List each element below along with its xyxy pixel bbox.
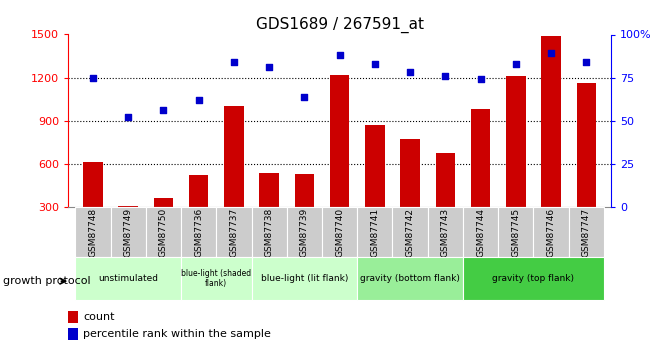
Bar bbox=[463, 207, 498, 257]
Bar bbox=[118, 206, 138, 207]
Text: GSM87750: GSM87750 bbox=[159, 207, 168, 257]
Text: percentile rank within the sample: percentile rank within the sample bbox=[83, 329, 271, 339]
Point bbox=[88, 75, 98, 80]
Bar bbox=[111, 207, 146, 257]
Text: GSM87749: GSM87749 bbox=[124, 207, 133, 257]
Bar bbox=[83, 162, 103, 207]
Point bbox=[334, 52, 345, 58]
Bar bbox=[498, 207, 534, 257]
Bar bbox=[181, 207, 216, 257]
Text: unstimulated: unstimulated bbox=[98, 274, 158, 283]
Bar bbox=[393, 207, 428, 257]
Bar bbox=[189, 175, 209, 207]
Text: GSM87744: GSM87744 bbox=[476, 207, 485, 257]
Text: GSM87748: GSM87748 bbox=[88, 207, 98, 257]
Bar bbox=[400, 139, 420, 207]
Text: GSM87740: GSM87740 bbox=[335, 207, 344, 257]
Point bbox=[299, 94, 309, 99]
Text: count: count bbox=[83, 312, 115, 322]
Point bbox=[229, 59, 239, 65]
Bar bbox=[75, 257, 181, 300]
Bar bbox=[216, 207, 252, 257]
Text: GSM87743: GSM87743 bbox=[441, 207, 450, 257]
Text: gravity (bottom flank): gravity (bottom flank) bbox=[360, 274, 460, 283]
Text: GSM87738: GSM87738 bbox=[265, 207, 274, 257]
Text: GSM87745: GSM87745 bbox=[512, 207, 521, 257]
Bar bbox=[428, 207, 463, 257]
Bar bbox=[358, 207, 393, 257]
Point bbox=[370, 61, 380, 67]
Text: blue-light (shaded
flank): blue-light (shaded flank) bbox=[181, 269, 252, 288]
Bar bbox=[541, 36, 561, 207]
Bar bbox=[252, 207, 287, 257]
Bar bbox=[365, 125, 385, 207]
Bar bbox=[224, 106, 244, 207]
Point bbox=[405, 70, 415, 75]
Bar bbox=[471, 109, 490, 207]
Point bbox=[123, 115, 133, 120]
Point bbox=[511, 61, 521, 67]
Bar bbox=[68, 328, 78, 340]
Bar bbox=[463, 257, 604, 300]
Point bbox=[194, 97, 204, 103]
Text: GSM87737: GSM87737 bbox=[229, 207, 239, 257]
Point bbox=[440, 73, 450, 79]
Point bbox=[475, 77, 486, 82]
Bar bbox=[569, 207, 604, 257]
Point bbox=[264, 65, 274, 70]
Bar bbox=[534, 207, 569, 257]
Text: GSM87739: GSM87739 bbox=[300, 207, 309, 257]
Point bbox=[546, 51, 556, 56]
Text: GSM87742: GSM87742 bbox=[406, 207, 415, 257]
Title: GDS1689 / 267591_at: GDS1689 / 267591_at bbox=[255, 17, 424, 33]
Bar bbox=[68, 310, 78, 323]
Bar bbox=[322, 207, 358, 257]
Bar bbox=[358, 257, 463, 300]
Bar bbox=[252, 257, 358, 300]
Text: GSM87746: GSM87746 bbox=[547, 207, 556, 257]
Bar bbox=[146, 207, 181, 257]
Text: GSM87736: GSM87736 bbox=[194, 207, 203, 257]
Point bbox=[158, 108, 168, 113]
Text: gravity (top flank): gravity (top flank) bbox=[493, 274, 575, 283]
Point bbox=[581, 59, 592, 65]
Bar bbox=[259, 172, 279, 207]
Text: GSM87747: GSM87747 bbox=[582, 207, 591, 257]
Bar bbox=[75, 207, 110, 257]
Bar bbox=[436, 153, 455, 207]
Bar bbox=[153, 198, 173, 207]
Text: blue-light (lit flank): blue-light (lit flank) bbox=[261, 274, 348, 283]
Bar bbox=[294, 174, 314, 207]
Bar bbox=[287, 207, 322, 257]
Text: growth protocol: growth protocol bbox=[3, 276, 91, 286]
Bar bbox=[577, 83, 596, 207]
Bar bbox=[181, 257, 252, 300]
Text: GSM87741: GSM87741 bbox=[370, 207, 380, 257]
Bar bbox=[506, 76, 526, 207]
Bar bbox=[330, 76, 349, 207]
